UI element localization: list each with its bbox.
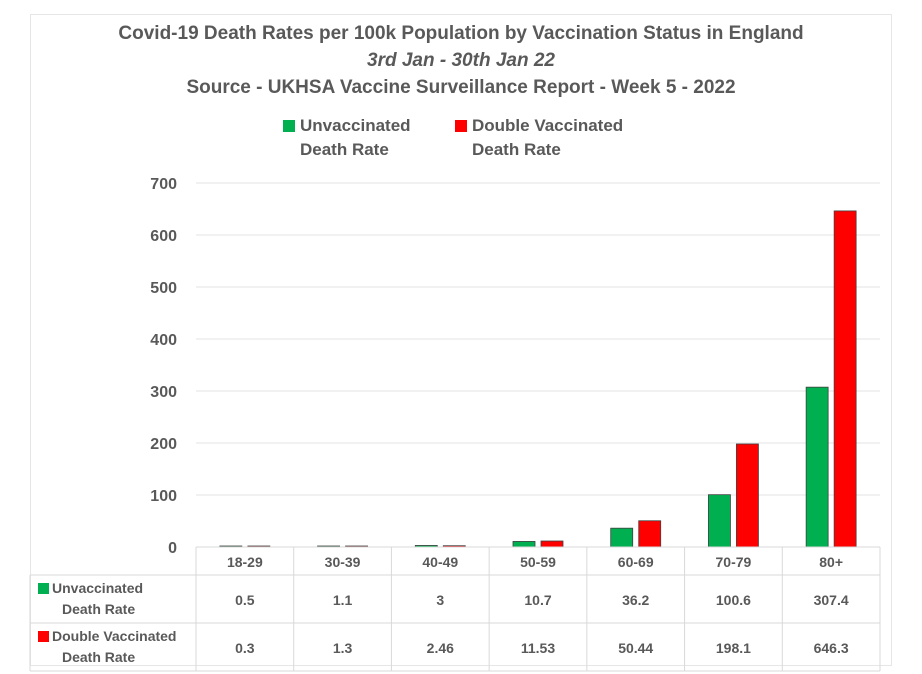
chart-subtitle: 3rd Jan - 30th Jan 22 [367, 50, 555, 71]
table-cell-value: 198.1 [716, 640, 751, 656]
legend-label-double-vaccinated-line1: Double Vaccinated [472, 116, 624, 135]
bar-double-vaccinated [638, 520, 662, 548]
y-tick-label: 300 [150, 384, 177, 401]
table-cell-value: 0.5 [235, 592, 255, 608]
table-cell-value: 100.6 [716, 592, 751, 608]
x-tick-label: 60-69 [618, 554, 654, 570]
table-cell-value: 10.7 [524, 592, 551, 608]
table-row-label: Unvaccinated [52, 580, 143, 596]
legend-swatch-double-vaccinated [455, 120, 467, 132]
x-tick-label: 30-39 [325, 554, 361, 570]
table-cell-value: 307.4 [814, 592, 849, 608]
y-tick-label: 600 [150, 228, 177, 245]
y-tick-label: 400 [150, 332, 177, 349]
table-cell-value: 1.3 [333, 640, 353, 656]
bar-unvaccinated [805, 386, 829, 548]
x-tick-label: 50-59 [520, 554, 556, 570]
legend-label-unvaccinated-line1: Unvaccinated [300, 116, 411, 135]
bar-unvaccinated [512, 541, 536, 548]
chart-source: Source - UKHSA Vaccine Surveillance Repo… [186, 77, 736, 98]
x-tick-label: 70-79 [716, 554, 752, 570]
table-cell-value: 3 [436, 592, 444, 608]
y-tick-label: 200 [150, 436, 177, 453]
legend-label-double-vaccinated: Double Vaccinated Death Rate [472, 114, 623, 162]
table-row-label: Death Rate [62, 649, 135, 665]
x-tick-label: 40-49 [422, 554, 458, 570]
chart-title-block: Covid-19 Death Rates per 100k Population… [0, 20, 922, 102]
table-cell-value: 646.3 [814, 640, 849, 656]
bar-double-vaccinated [833, 210, 857, 548]
x-tick-label: 18-29 [227, 554, 263, 570]
table-cell-value: 11.53 [521, 640, 555, 656]
table-cell-value: 36.2 [622, 592, 649, 608]
table-cell-value: 1.1 [333, 592, 353, 608]
legend-label-double-vaccinated-line2: Death Rate [472, 140, 561, 159]
table-cell-value: 0.3 [235, 640, 255, 656]
y-tick-label: 100 [150, 488, 177, 505]
legend-label-unvaccinated: Unvaccinated Death Rate [300, 114, 411, 162]
table-row-label: Death Rate [62, 601, 135, 617]
y-tick-label: 0 [168, 540, 177, 557]
bar-double-vaccinated [736, 443, 759, 548]
x-tick-label: 80+ [819, 554, 843, 570]
bar-unvaccinated [610, 527, 634, 548]
bar-double-vaccinated [540, 540, 564, 548]
table-row-label: Double Vaccinated [52, 628, 176, 644]
table-key-swatch [38, 631, 49, 642]
legend-swatch-unvaccinated [283, 120, 295, 132]
y-tick-label: 500 [150, 280, 177, 297]
chart-title: Covid-19 Death Rates per 100k Population… [118, 23, 804, 44]
legend-label-unvaccinated-line2: Death Rate [300, 140, 389, 159]
table-cell-value: 50.44 [618, 640, 653, 656]
bar-unvaccinated [708, 494, 731, 548]
table-key-swatch [38, 583, 49, 594]
table-cell-value: 2.46 [427, 640, 454, 656]
y-tick-label: 700 [150, 176, 177, 193]
